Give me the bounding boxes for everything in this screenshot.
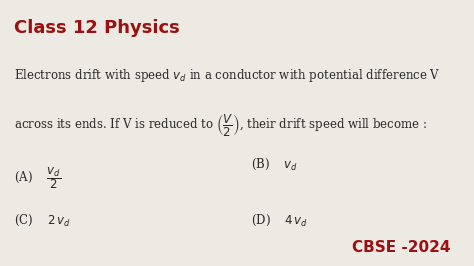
Text: across its ends. If V is reduced to $\left(\dfrac{V}{2}\right)$, their drift spe: across its ends. If V is reduced to $\le…: [14, 112, 428, 138]
Text: CBSE -2024: CBSE -2024: [352, 240, 450, 255]
Text: (B)    $v_d$: (B) $v_d$: [251, 157, 298, 172]
Text: (C)    $2\,v_d$: (C) $2\,v_d$: [14, 213, 71, 228]
Text: Electrons drift with speed $v_d$ in a conductor with potential difference V: Electrons drift with speed $v_d$ in a co…: [14, 66, 441, 84]
Text: (A)    $\dfrac{v_d}{2}$: (A) $\dfrac{v_d}{2}$: [14, 165, 61, 191]
Text: (D)    $4\,v_d$: (D) $4\,v_d$: [251, 213, 309, 228]
Text: Class 12 Physics: Class 12 Physics: [14, 19, 180, 37]
